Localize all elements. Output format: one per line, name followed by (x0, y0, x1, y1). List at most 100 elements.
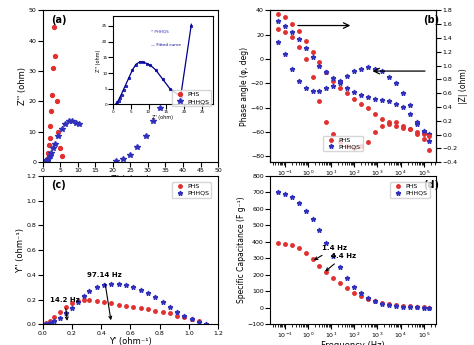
Y-axis label: Z'' (ohm): Z'' (ohm) (18, 67, 27, 105)
PHHQS (330, 83, 336, 88)
PHS (174, 314, 180, 318)
PHHQS (48, 151, 54, 155)
PHHQS (317, 88, 322, 92)
PHS (123, 304, 129, 308)
PHHQS (66, 119, 72, 123)
PHS (373, 130, 378, 134)
PHS (182, 315, 187, 319)
PHHQS (358, 67, 364, 71)
PHS (400, 124, 406, 128)
PHS (386, 302, 392, 306)
PHHQS (81, 294, 86, 298)
PHHQS (73, 121, 79, 125)
PHHQS (289, 195, 294, 199)
PHHQS (101, 283, 107, 287)
PHS (414, 305, 420, 309)
PHHQS (123, 283, 129, 287)
PHS (59, 154, 65, 158)
PHHQS (310, 88, 315, 92)
PHHQS (414, 305, 420, 309)
PHHQS (303, 86, 309, 90)
PHS (407, 304, 413, 308)
PHS (51, 25, 57, 29)
Text: 14.2 Hz: 14.2 Hz (50, 297, 80, 320)
PHHQS (196, 320, 202, 324)
PHS (351, 146, 357, 150)
PHS (414, 132, 420, 136)
Y-axis label: Y'' (ohm⁻¹): Y'' (ohm⁻¹) (16, 228, 25, 273)
PHS (81, 297, 86, 302)
PHS (330, 276, 336, 280)
PHS (116, 303, 121, 307)
PHS (57, 146, 63, 150)
Line: PHS: PHS (44, 298, 201, 325)
PHHQS (44, 159, 49, 163)
PHS (55, 130, 61, 134)
PHS (282, 241, 288, 246)
PHHQS (379, 302, 385, 306)
PHHQS (203, 322, 209, 326)
PHHQS (63, 122, 68, 126)
PHHQS (303, 208, 309, 213)
PHHQS (365, 296, 371, 300)
PHS (365, 297, 371, 301)
PHHQS (138, 288, 144, 292)
PHS (296, 246, 301, 250)
Line: PHHQS: PHHQS (275, 190, 431, 310)
PHHQS (421, 306, 427, 310)
Text: 4.4 Hz: 4.4 Hz (326, 253, 356, 271)
PHHQS (53, 142, 58, 146)
PHS (351, 290, 357, 295)
PHHQS (337, 265, 343, 269)
PHS (337, 139, 343, 144)
PHS (289, 35, 294, 39)
PHHQS (47, 154, 53, 158)
PHHQS (345, 276, 350, 280)
PHS (138, 306, 144, 310)
PHS (196, 318, 202, 323)
PHS (289, 243, 294, 247)
PHS (47, 124, 53, 128)
PHHQS (296, 201, 301, 205)
PHHQS (189, 317, 194, 322)
PHHQS (365, 65, 371, 69)
PHHQS (282, 52, 288, 56)
PHS (400, 304, 406, 308)
Line: PHHQS: PHHQS (275, 39, 431, 137)
Line: PHS: PHS (276, 241, 430, 309)
PHHQS (59, 127, 65, 131)
PHS (345, 286, 350, 290)
PHHQS (426, 132, 431, 136)
PHS (46, 144, 52, 148)
PHHQS (275, 40, 281, 44)
Y-axis label: Specific Capacitance (F g⁻¹): Specific Capacitance (F g⁻¹) (237, 197, 246, 304)
PHHQS (414, 120, 420, 124)
PHS (282, 30, 288, 34)
PHHQS (421, 130, 427, 134)
PHHQS (330, 254, 336, 258)
PHS (130, 305, 136, 309)
PHHQS (426, 306, 431, 310)
PHHQS (174, 310, 180, 314)
PHHQS (337, 79, 343, 83)
PHS (421, 305, 427, 309)
PHS (310, 75, 315, 79)
Text: (c): (c) (51, 180, 66, 190)
PHHQS (63, 311, 69, 315)
PHHQS (358, 291, 364, 295)
PHHQS (407, 305, 413, 309)
PHS (296, 45, 301, 49)
Text: (d): (d) (423, 180, 439, 190)
PHS (393, 120, 399, 124)
PHS (317, 99, 322, 104)
PHS (379, 301, 385, 305)
PHS (45, 156, 50, 160)
PHHQS (157, 106, 163, 110)
PHS (50, 93, 55, 97)
PHHQS (75, 300, 81, 304)
PHHQS (120, 157, 126, 161)
PHHQS (373, 67, 378, 71)
PHS (303, 252, 309, 256)
PHS (160, 310, 165, 314)
PHS (275, 27, 281, 31)
